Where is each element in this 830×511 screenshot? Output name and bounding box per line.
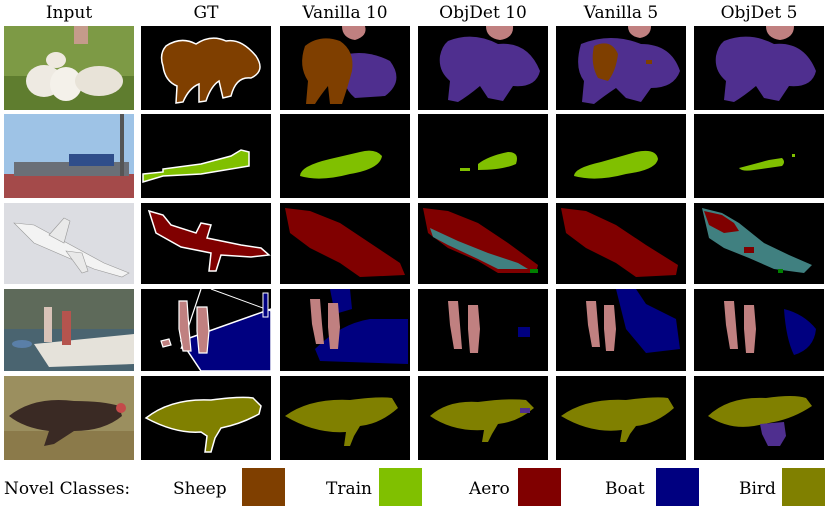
legend-label-sheep: Sheep [173, 479, 227, 499]
legend-swatch-boat [656, 468, 699, 506]
vanilla5-mask-aero [556, 203, 686, 284]
legend-swatch-train [379, 468, 422, 506]
vanilla10-mask-boat [280, 289, 410, 371]
col-header-vanilla-5: Vanilla 5 [583, 3, 659, 23]
objdet5-mask-boat [694, 289, 824, 371]
gt-mask-aero [141, 203, 271, 284]
col-header-gt: GT [193, 3, 219, 23]
input-image-train [4, 114, 134, 198]
legend-label-train: Train [326, 479, 372, 499]
objdet10-mask-sheep [418, 26, 548, 110]
objdet5-mask-train [694, 114, 824, 198]
legend-title: Novel Classes: [4, 479, 131, 499]
input-image-boat [4, 289, 134, 371]
vanilla5-mask-sheep [556, 26, 686, 110]
vanilla10-mask-aero [280, 203, 410, 284]
vanilla10-mask-sheep [280, 26, 410, 110]
objdet10-mask-boat [418, 289, 548, 371]
legend-swatch-sheep [242, 468, 285, 506]
vanilla5-mask-bird [556, 376, 686, 460]
objdet5-mask-aero [694, 203, 824, 284]
col-header-input: Input [45, 3, 93, 23]
objdet5-mask-sheep [694, 26, 824, 110]
objdet10-mask-aero [418, 203, 548, 284]
col-header-objdet-10: ObjDet 10 [439, 3, 527, 23]
legend-label-boat: Boat [605, 479, 645, 499]
col-header-vanilla-10: Vanilla 10 [302, 3, 388, 23]
legend-swatch-aero [518, 468, 561, 506]
gt-mask-train [141, 114, 271, 198]
vanilla5-mask-boat [556, 289, 686, 371]
legend-label-bird: Bird [739, 479, 776, 499]
vanilla5-mask-train [556, 114, 686, 198]
vanilla10-mask-bird [280, 376, 410, 460]
legend-swatch-bird [782, 468, 825, 506]
input-image-sheep [4, 26, 134, 110]
col-header-objdet-5: ObjDet 5 [720, 3, 798, 23]
vanilla10-mask-train [280, 114, 410, 198]
input-image-bird [4, 376, 134, 460]
gt-mask-bird [141, 376, 271, 460]
legend-label-aero: Aero [469, 479, 510, 499]
input-image-aero [4, 203, 134, 284]
objdet5-mask-bird [694, 376, 824, 460]
objdet10-mask-bird [418, 376, 548, 460]
gt-mask-sheep [141, 26, 271, 110]
objdet10-mask-train [418, 114, 548, 198]
gt-mask-boat [141, 289, 271, 371]
